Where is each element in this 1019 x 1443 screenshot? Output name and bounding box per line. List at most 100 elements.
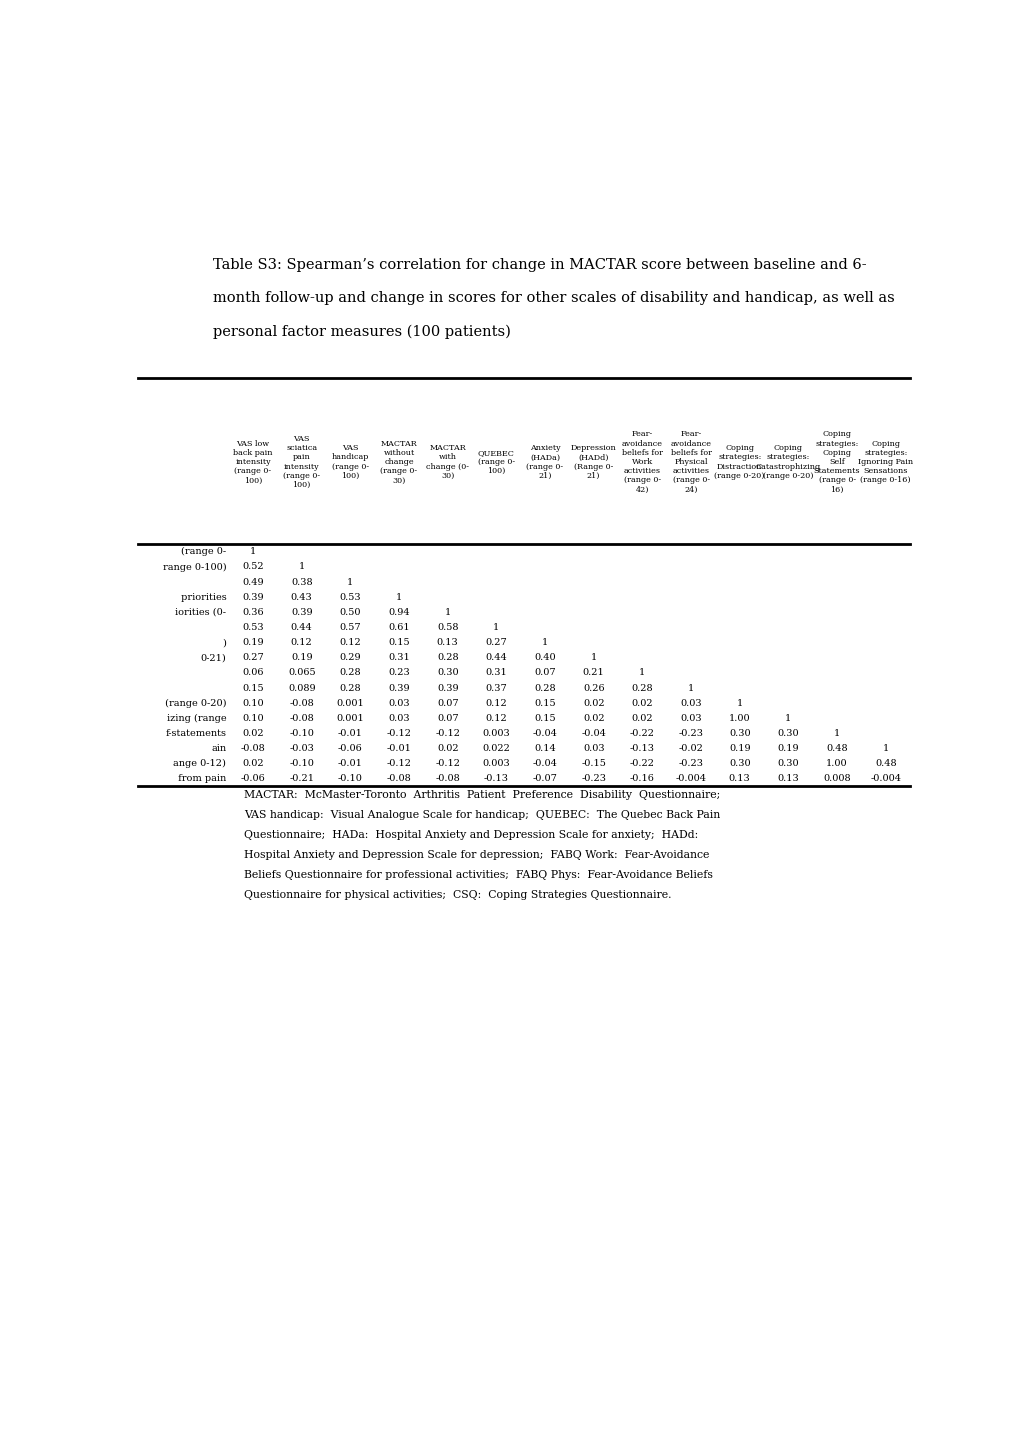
Text: -0.12: -0.12 — [435, 759, 460, 768]
Text: 0.02: 0.02 — [631, 714, 652, 723]
Text: 0.003: 0.003 — [482, 759, 510, 768]
Text: 0.43: 0.43 — [290, 593, 312, 602]
Text: 0.29: 0.29 — [339, 654, 361, 662]
Text: Anxiety
(HADa)
(range 0-
21): Anxiety (HADa) (range 0- 21) — [526, 444, 564, 481]
Text: 0.03: 0.03 — [388, 698, 410, 707]
Text: 0.27: 0.27 — [485, 638, 506, 646]
Text: 0.52: 0.52 — [242, 563, 264, 571]
Text: 0.13: 0.13 — [776, 775, 799, 784]
Text: -0.23: -0.23 — [678, 729, 703, 737]
Text: 0.28: 0.28 — [534, 684, 555, 693]
Text: -0.10: -0.10 — [289, 729, 314, 737]
Text: 0.02: 0.02 — [436, 745, 459, 753]
Text: -0.13: -0.13 — [483, 775, 508, 784]
Text: -0.12: -0.12 — [386, 759, 411, 768]
Text: 0.30: 0.30 — [729, 759, 750, 768]
Text: Hospital Anxiety and Depression Scale for depression;  FABQ Work:  Fear-Avoidanc: Hospital Anxiety and Depression Scale fo… — [245, 850, 709, 860]
Text: Table S3: Spearman’s correlation for change in MACTAR score between baseline and: Table S3: Spearman’s correlation for cha… — [213, 258, 866, 271]
Text: -0.23: -0.23 — [678, 759, 703, 768]
Text: 0.022: 0.022 — [482, 745, 510, 753]
Text: 0.03: 0.03 — [680, 714, 701, 723]
Text: 0.44: 0.44 — [290, 623, 312, 632]
Text: from pain: from pain — [175, 775, 226, 784]
Text: 0.28: 0.28 — [339, 668, 361, 677]
Text: 1: 1 — [493, 623, 499, 632]
Text: ain: ain — [211, 745, 226, 753]
Text: 0.07: 0.07 — [534, 668, 555, 677]
Text: 1.00: 1.00 — [825, 759, 847, 768]
Text: 0.10: 0.10 — [242, 714, 264, 723]
Text: Coping
strategies:
Catastrophizing
(range 0-20): Coping strategies: Catastrophizing (rang… — [755, 444, 820, 481]
Text: MACTAR
without
change
(range 0-
30): MACTAR without change (range 0- 30) — [380, 440, 417, 485]
Text: 0.07: 0.07 — [436, 714, 459, 723]
Text: 1: 1 — [687, 684, 694, 693]
Text: 0.26: 0.26 — [582, 684, 604, 693]
Text: -0.15: -0.15 — [581, 759, 605, 768]
Text: -0.01: -0.01 — [337, 759, 363, 768]
Text: VAS
handicap
(range 0-
100): VAS handicap (range 0- 100) — [331, 444, 369, 481]
Text: VAS
sciatica
pain
intensity
(range 0-
100): VAS sciatica pain intensity (range 0- 10… — [283, 434, 320, 489]
Text: 0.39: 0.39 — [436, 684, 459, 693]
Text: month follow-up and change in scores for other scales of disability and handicap: month follow-up and change in scores for… — [213, 291, 894, 304]
Text: 0.19: 0.19 — [776, 745, 799, 753]
Text: 0.48: 0.48 — [825, 745, 847, 753]
Text: 0.02: 0.02 — [631, 698, 652, 707]
Text: -0.08: -0.08 — [386, 775, 411, 784]
Text: 0.53: 0.53 — [339, 593, 361, 602]
Text: Coping
strategies:
Distraction
(range 0-20): Coping strategies: Distraction (range 0-… — [713, 444, 764, 481]
Text: Fear-
avoidance
beliefs for
Physical
activities
(range 0-
24): Fear- avoidance beliefs for Physical act… — [669, 430, 711, 494]
Text: 0.48: 0.48 — [874, 759, 896, 768]
Text: VAS low
back pain
intensity
(range 0-
100): VAS low back pain intensity (range 0- 10… — [233, 440, 272, 485]
Text: 0.30: 0.30 — [436, 668, 459, 677]
Text: 0.40: 0.40 — [534, 654, 555, 662]
Text: 0.30: 0.30 — [776, 729, 799, 737]
Text: 1: 1 — [346, 577, 354, 587]
Text: 0.53: 0.53 — [242, 623, 264, 632]
Text: 0.28: 0.28 — [436, 654, 459, 662]
Text: 0.39: 0.39 — [388, 684, 410, 693]
Text: 0.23: 0.23 — [388, 668, 410, 677]
Text: f-statements: f-statements — [165, 729, 226, 737]
Text: Fear-
avoidance
beliefs for
Work
activities
(range 0-
42): Fear- avoidance beliefs for Work activit… — [622, 430, 662, 494]
Text: 0.30: 0.30 — [729, 729, 750, 737]
Text: 0.21: 0.21 — [582, 668, 604, 677]
Text: -0.03: -0.03 — [289, 745, 314, 753]
Text: 0.39: 0.39 — [290, 608, 312, 618]
Text: -0.21: -0.21 — [289, 775, 314, 784]
Text: VAS handicap:  Visual Analogue Scale for handicap;  QUEBEC:  The Quebec Back Pai: VAS handicap: Visual Analogue Scale for … — [245, 810, 720, 820]
Text: izing (range: izing (range — [166, 714, 226, 723]
Text: 0.49: 0.49 — [242, 577, 264, 587]
Text: 0.37: 0.37 — [485, 684, 506, 693]
Text: 0.31: 0.31 — [388, 654, 410, 662]
Text: -0.004: -0.004 — [869, 775, 901, 784]
Text: 0.03: 0.03 — [388, 714, 410, 723]
Text: -0.02: -0.02 — [678, 745, 703, 753]
Text: 0.089: 0.089 — [287, 684, 315, 693]
Text: 0.008: 0.008 — [822, 775, 850, 784]
Text: 0-21): 0-21) — [201, 654, 226, 662]
Text: priorities: priorities — [177, 593, 226, 602]
Text: 1: 1 — [299, 563, 305, 571]
Text: 0.14: 0.14 — [534, 745, 555, 753]
Text: 0.06: 0.06 — [243, 668, 264, 677]
Text: 0.44: 0.44 — [485, 654, 506, 662]
Text: -0.13: -0.13 — [630, 745, 654, 753]
Text: -0.04: -0.04 — [532, 759, 557, 768]
Text: 0.02: 0.02 — [242, 729, 264, 737]
Text: ): ) — [222, 638, 226, 646]
Text: -0.01: -0.01 — [337, 729, 363, 737]
Text: 1: 1 — [785, 714, 791, 723]
Text: ange 0-12): ange 0-12) — [173, 759, 226, 768]
Text: -0.08: -0.08 — [240, 745, 265, 753]
Text: -0.22: -0.22 — [630, 759, 654, 768]
Text: -0.01: -0.01 — [386, 745, 411, 753]
Text: 0.03: 0.03 — [582, 745, 604, 753]
Text: Beliefs Questionnaire for professional activities;  FABQ Phys:  Fear-Avoidance B: Beliefs Questionnaire for professional a… — [245, 870, 712, 880]
Text: Depression
(HADd)
(Range 0-
21): Depression (HADd) (Range 0- 21) — [571, 444, 616, 481]
Text: 0.28: 0.28 — [339, 684, 361, 693]
Text: -0.04: -0.04 — [581, 729, 605, 737]
Text: 1: 1 — [541, 638, 547, 646]
Text: 0.12: 0.12 — [339, 638, 361, 646]
Text: -0.08: -0.08 — [435, 775, 460, 784]
Text: 0.30: 0.30 — [776, 759, 799, 768]
